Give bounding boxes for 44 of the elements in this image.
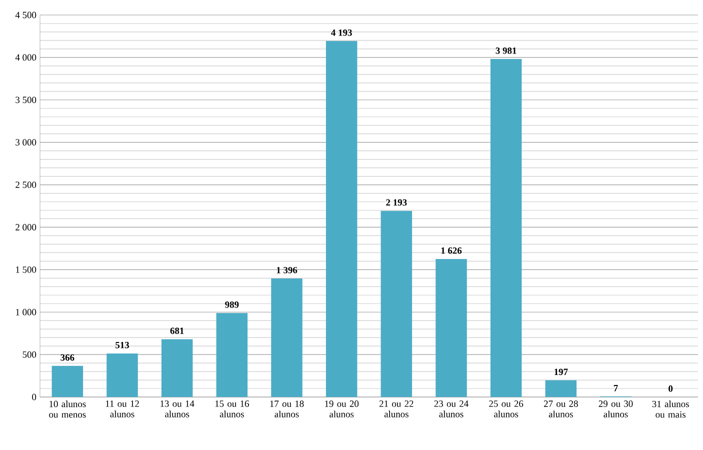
y-tick-label: 0 bbox=[32, 394, 36, 400]
bar bbox=[490, 59, 522, 397]
data-label: 989 bbox=[225, 301, 239, 308]
bar bbox=[436, 258, 467, 397]
data-label: 3 981 bbox=[496, 47, 516, 54]
y-tick-label: 2 500 bbox=[16, 182, 36, 188]
data-label: 197 bbox=[554, 368, 568, 376]
y-tick-label: 3 500 bbox=[16, 96, 36, 104]
x-tick-label: 10 alunos ou menos bbox=[49, 400, 86, 418]
y-tick-label: 1 500 bbox=[16, 266, 36, 273]
data-label: 366 bbox=[60, 354, 74, 361]
bar bbox=[216, 313, 248, 397]
data-label: 4 193 bbox=[331, 30, 352, 36]
x-tick-label: 15 ou 16 alunos bbox=[215, 400, 249, 418]
y-tick-label: 500 bbox=[22, 351, 36, 358]
bar bbox=[271, 278, 302, 397]
data-label: 681 bbox=[170, 328, 184, 334]
bar bbox=[106, 353, 138, 397]
bar bbox=[380, 210, 412, 397]
x-tick-label: 31 alunos ou mais bbox=[652, 400, 689, 418]
data-label: 513 bbox=[116, 342, 130, 348]
bar bbox=[326, 41, 358, 397]
x-tick-label: 19 ou 20 alunos bbox=[325, 400, 359, 418]
x-tick-label: 25 ou 26 alunos bbox=[489, 400, 524, 418]
bar bbox=[161, 339, 193, 397]
data-label: 7 bbox=[614, 385, 618, 392]
x-tick-label: 21 ou 22 alunos bbox=[379, 400, 414, 418]
y-tick-label: 4 500 bbox=[15, 12, 36, 18]
x-tick-label: 23 ou 24 alunos bbox=[434, 400, 468, 418]
x-tick-label: 29 ou 30 alunos bbox=[598, 400, 633, 418]
y-tick-label: 3 000 bbox=[16, 139, 36, 146]
data-label: 1 626 bbox=[441, 247, 462, 254]
data-label: 0 bbox=[668, 385, 673, 392]
data-label: 2 193 bbox=[386, 199, 407, 206]
data-label: 1 396 bbox=[276, 266, 298, 274]
y-tick-label: 1 000 bbox=[16, 308, 36, 316]
bar bbox=[52, 366, 84, 397]
bar bbox=[545, 380, 577, 397]
x-tick-label: 17 ou 18 alunos bbox=[270, 400, 304, 418]
x-tick-label: 13 ou 14 alunos bbox=[160, 400, 194, 418]
x-tick-label: 27 ou 28 alunos bbox=[544, 400, 578, 418]
y-tick-label: 2 000 bbox=[16, 224, 36, 230]
y-tick-label: 4 000 bbox=[15, 54, 36, 61]
x-tick-label: 11 ou 12 alunos bbox=[106, 400, 139, 418]
